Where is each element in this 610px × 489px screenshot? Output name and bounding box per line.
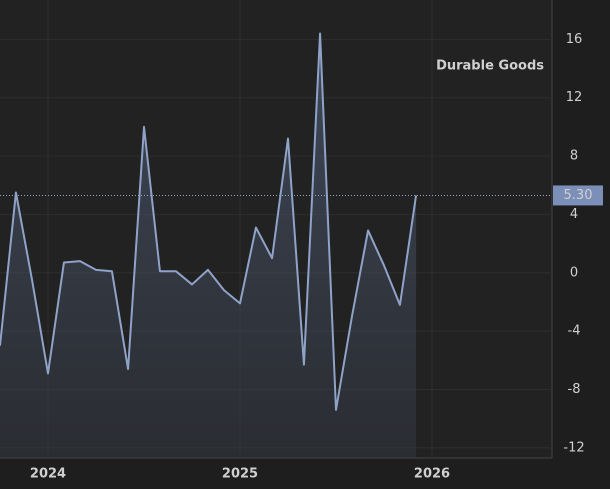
y-tick-label: -12	[563, 440, 584, 455]
y-tick-label: 4	[570, 207, 578, 222]
y-tick-label: 0	[570, 265, 578, 280]
x-tick-label: 2025	[222, 467, 258, 482]
x-tick-label: 2024	[30, 467, 66, 482]
legend-label: Durable Goods	[436, 59, 544, 74]
last-value-label: 5.30	[564, 188, 593, 203]
last-value-tag	[553, 185, 603, 206]
area	[0, 33, 417, 459]
y-tick-label: -8	[568, 382, 581, 397]
x-tick-label: 2026	[414, 467, 450, 482]
line	[0, 32, 418, 411]
y-tick-label: 16	[566, 32, 583, 47]
y-tick-label: 12	[566, 90, 583, 105]
y-tick-label: -4	[568, 324, 581, 339]
y-tick-label: 8	[570, 149, 578, 164]
